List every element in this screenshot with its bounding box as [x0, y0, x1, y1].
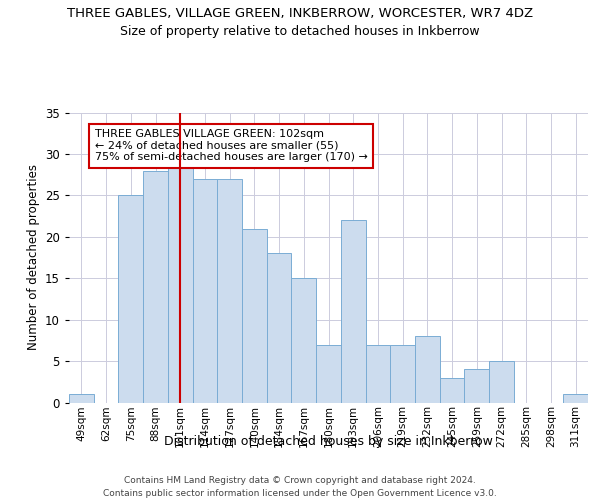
Text: Distribution of detached houses by size in Inkberrow: Distribution of detached houses by size …	[164, 435, 493, 448]
Text: THREE GABLES VILLAGE GREEN: 102sqm
← 24% of detached houses are smaller (55)
75%: THREE GABLES VILLAGE GREEN: 102sqm ← 24%…	[95, 129, 368, 162]
Bar	[489, 361, 514, 403]
Bar	[440, 378, 464, 402]
Bar	[267, 254, 292, 402]
Text: THREE GABLES, VILLAGE GREEN, INKBERROW, WORCESTER, WR7 4DZ: THREE GABLES, VILLAGE GREEN, INKBERROW, …	[67, 8, 533, 20]
Text: Contains public sector information licensed under the Open Government Licence v3: Contains public sector information licen…	[103, 489, 497, 498]
Bar	[118, 196, 143, 402]
Bar	[143, 170, 168, 402]
Y-axis label: Number of detached properties: Number of detached properties	[26, 164, 40, 350]
Bar	[217, 179, 242, 402]
Bar	[316, 344, 341, 403]
Text: Contains HM Land Registry data © Crown copyright and database right 2024.: Contains HM Land Registry data © Crown c…	[124, 476, 476, 485]
Bar	[292, 278, 316, 402]
Bar	[390, 344, 415, 403]
Bar	[415, 336, 440, 402]
Bar	[69, 394, 94, 402]
Bar	[341, 220, 365, 402]
Bar	[563, 394, 588, 402]
Bar	[168, 162, 193, 402]
Bar	[464, 370, 489, 402]
Bar	[365, 344, 390, 403]
Bar	[193, 179, 217, 402]
Bar	[242, 228, 267, 402]
Text: Size of property relative to detached houses in Inkberrow: Size of property relative to detached ho…	[120, 25, 480, 38]
